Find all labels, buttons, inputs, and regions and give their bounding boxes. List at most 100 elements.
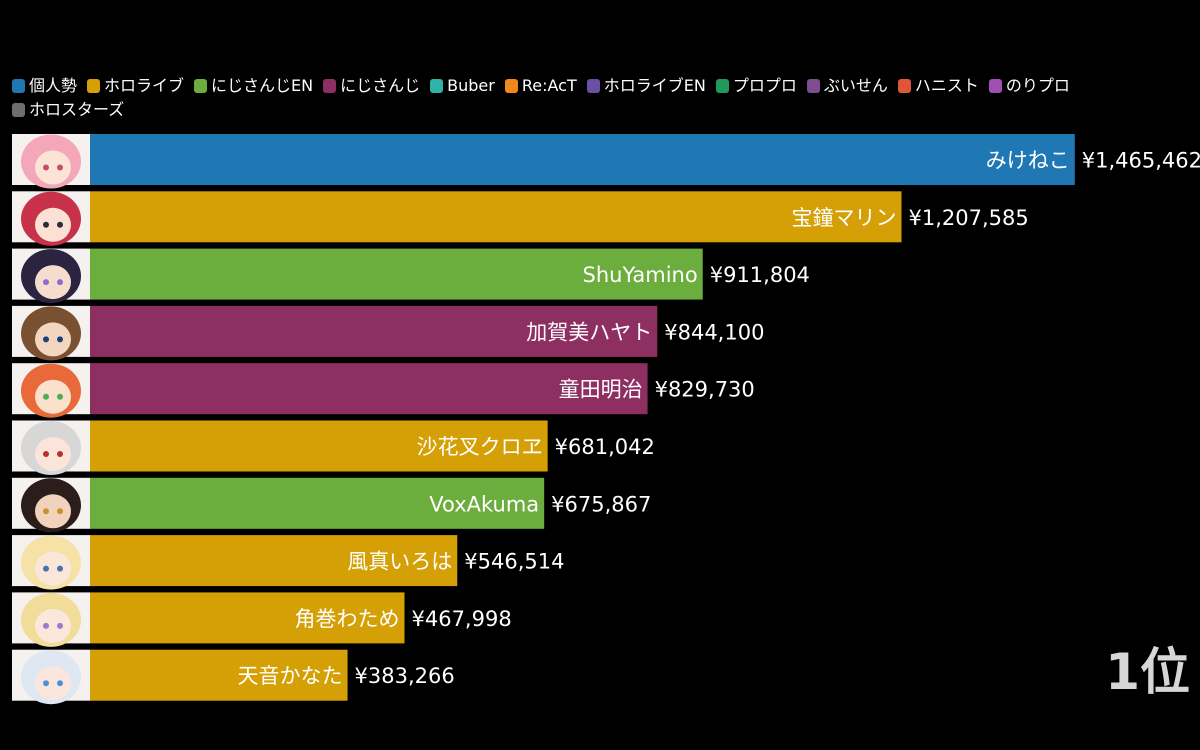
legend-swatch bbox=[586, 79, 600, 93]
avatar-eye bbox=[43, 680, 49, 687]
bar bbox=[90, 305, 658, 357]
bar bbox=[90, 477, 545, 529]
avatar-face bbox=[35, 666, 71, 701]
legend: 個人勢 ホロライブ にじさんじEN にじさんじ Buber Re:AcT ホロライブEN プロ… bbox=[12, 74, 1200, 122]
avatar-eye bbox=[57, 565, 63, 572]
avatar-eye bbox=[57, 508, 63, 515]
avatar-eye bbox=[43, 565, 49, 572]
avatar-eye bbox=[57, 279, 63, 286]
avatar-eye bbox=[43, 508, 49, 515]
bar-value-label: ¥681,042 bbox=[555, 435, 655, 459]
bar-value-label: ¥675,867 bbox=[551, 492, 651, 516]
bar-value-label: ¥383,266 bbox=[355, 664, 455, 688]
avatar bbox=[12, 248, 90, 304]
bar-name-label: みけねこ bbox=[986, 149, 1070, 173]
avatar-eye bbox=[43, 279, 49, 286]
bar-value-label: ¥844,100 bbox=[664, 320, 764, 344]
legend-item: 個人勢 bbox=[12, 74, 77, 98]
bar-row: 風真いろは ¥546,514 bbox=[12, 535, 564, 590]
avatar-face bbox=[35, 207, 71, 242]
bar bbox=[90, 420, 548, 472]
legend-item: Re:AcT bbox=[504, 74, 577, 98]
avatar bbox=[12, 649, 90, 705]
bar-name-label: 沙花叉クロヱ bbox=[417, 435, 543, 459]
avatar bbox=[12, 191, 90, 246]
legend-swatch bbox=[715, 79, 729, 93]
legend-item: ホロライブEN bbox=[586, 74, 706, 98]
legend-label: プロプロ bbox=[732, 76, 797, 95]
avatar-eye bbox=[57, 451, 63, 457]
bar bbox=[90, 248, 703, 300]
avatar-eye bbox=[57, 336, 63, 343]
bar-name-label: 加賀美ハヤト bbox=[526, 320, 652, 344]
bar-row: 童田明治 ¥829,730 bbox=[12, 363, 755, 418]
legend-swatch bbox=[87, 79, 101, 93]
bar-name-label: 童田明治 bbox=[559, 378, 643, 402]
avatar-face bbox=[35, 322, 71, 357]
bar-row: みけねこ ¥1,465,462 bbox=[12, 134, 1200, 189]
avatar-face bbox=[35, 551, 71, 586]
rank-label: 1位 bbox=[1105, 643, 1190, 701]
avatar bbox=[12, 535, 90, 590]
legend-label: 個人勢 bbox=[29, 76, 78, 95]
legend-label: ホロライブ bbox=[104, 76, 185, 95]
legend-item: Buber bbox=[430, 74, 495, 98]
bar-row: 宝鐘マリン ¥1,207,585 bbox=[12, 191, 1029, 246]
bar bbox=[90, 592, 405, 644]
avatar-face bbox=[35, 379, 71, 414]
legend-swatch bbox=[194, 79, 208, 93]
avatar bbox=[12, 134, 90, 189]
legend-item: にじさんじEN bbox=[194, 74, 313, 98]
legend-swatch bbox=[323, 79, 337, 93]
avatar-eye bbox=[43, 336, 49, 343]
bar-name-label: 宝鐘マリン bbox=[791, 206, 896, 230]
avatar-eye bbox=[57, 622, 63, 629]
bar-name-label: ShuYamino bbox=[583, 263, 698, 287]
legend-item: のりプロ bbox=[988, 74, 1070, 98]
avatar-eye bbox=[57, 221, 63, 228]
legend-swatch bbox=[12, 103, 25, 117]
avatar-eye bbox=[43, 221, 49, 228]
legend-label: Re:AcT bbox=[521, 76, 577, 95]
avatar-eye bbox=[57, 680, 63, 687]
avatar-face bbox=[35, 150, 71, 185]
bar-name-label: VoxAkuma bbox=[429, 492, 539, 516]
legend-label: ハニスト bbox=[914, 76, 979, 95]
legend-label: にじさんじEN bbox=[211, 76, 314, 95]
bar bbox=[90, 649, 348, 701]
bar-row: 加賀美ハヤト ¥844,100 bbox=[12, 305, 764, 361]
bar-value-label: ¥467,998 bbox=[411, 607, 511, 631]
legend-label: ホロスターズ bbox=[29, 100, 125, 119]
legend-item: プロプロ bbox=[715, 74, 797, 98]
bar bbox=[90, 535, 458, 587]
bar bbox=[90, 134, 1075, 185]
bar-value-label: ¥546,514 bbox=[464, 550, 564, 574]
legend-swatch bbox=[897, 79, 911, 93]
legend-swatch bbox=[504, 79, 518, 93]
bar bbox=[90, 363, 648, 415]
legend-label: にじさんじ bbox=[340, 76, 421, 95]
legend-swatch bbox=[430, 79, 444, 93]
avatar-face bbox=[35, 265, 71, 300]
avatar-eye bbox=[43, 622, 49, 629]
legend-swatch bbox=[988, 79, 1002, 93]
avatar-eye bbox=[43, 451, 49, 457]
bar-name-label: 風真いろは bbox=[347, 550, 452, 574]
legend-label: Buber bbox=[447, 76, 495, 95]
legend-label: ホロライブEN bbox=[603, 76, 706, 95]
avatar bbox=[12, 420, 90, 475]
avatar-eye bbox=[57, 393, 63, 400]
bar-name-label: 角巻わため bbox=[294, 607, 399, 631]
bar-value-label: ¥829,730 bbox=[655, 378, 755, 402]
legend-item: ホロスターズ bbox=[12, 98, 124, 122]
avatar-eye bbox=[57, 164, 63, 171]
bar-value-label: ¥911,804 bbox=[710, 263, 810, 287]
bar-value-label: ¥1,207,585 bbox=[908, 206, 1028, 230]
legend-item: ホロライブ bbox=[87, 74, 184, 98]
bar-value-label: ¥1,465,462 bbox=[1082, 149, 1200, 173]
avatar bbox=[12, 305, 90, 361]
legend-swatch bbox=[806, 79, 820, 93]
bar-row: 角巻わため ¥467,998 bbox=[12, 592, 512, 647]
bar-name-label: 天音かなた bbox=[238, 664, 343, 688]
